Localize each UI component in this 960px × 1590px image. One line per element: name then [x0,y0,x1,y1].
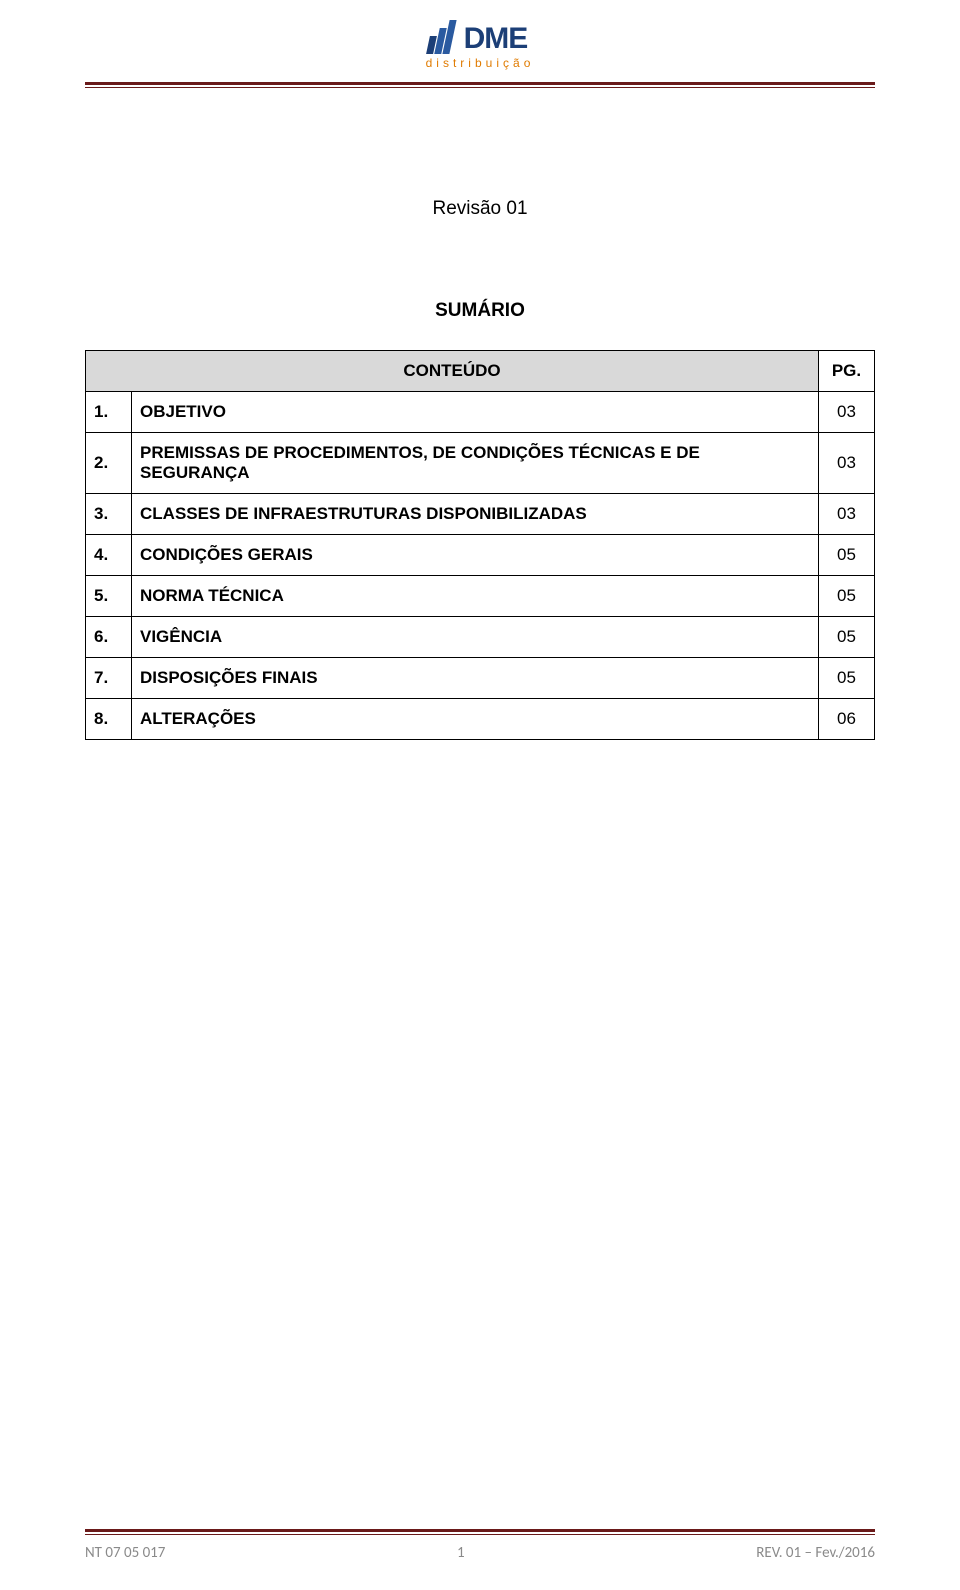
toc-row: 4. CONDIÇÕES GERAIS 05 [86,535,875,576]
toc-row-title: DISPOSIÇÕES FINAIS [132,658,819,699]
toc-row-title: OBJETIVO [132,392,819,433]
toc-row-title: CONDIÇÕES GERAIS [132,535,819,576]
document-page: DME distribuição Revisão 01 SUMÁRIO CONT… [0,0,960,1590]
toc-row-num: 5. [86,576,132,617]
dme-logo: DME distribuição [426,20,535,70]
page-footer: NT 07 05 017 1 REV. 01 – Fev./2016 [85,1544,875,1562]
logo-main-text: DME [464,24,528,54]
toc-row-title: NORMA TÉCNICA [132,576,819,617]
toc-row-pg: 03 [819,494,875,535]
logo-sub-text: distribuição [426,56,535,70]
toc-row-pg: 05 [819,576,875,617]
toc-row-pg: 03 [819,392,875,433]
footer-page-number: 1 [457,1544,465,1562]
toc-header-pg: PG. [819,351,875,392]
footer-left: NT 07 05 017 [85,1544,165,1562]
toc-row-pg: 06 [819,699,875,740]
toc-row: 6. VIGÊNCIA 05 [86,617,875,658]
toc-row-num: 4. [86,535,132,576]
header-logo-wrap: DME distribuição [85,20,875,72]
toc-row-num: 2. [86,433,132,494]
toc-row-num: 7. [86,658,132,699]
toc-row: 7. DISPOSIÇÕES FINAIS 05 [86,658,875,699]
logo-top-row: DME [426,20,535,54]
toc-row-num: 8. [86,699,132,740]
revision-label: Revisão 01 [85,198,875,220]
toc-row-pg: 05 [819,658,875,699]
toc-row-pg: 03 [819,433,875,494]
toc-row-pg: 05 [819,617,875,658]
toc-row: 1. OBJETIVO 03 [86,392,875,433]
toc-header-content: CONTEÚDO [86,351,819,392]
toc-row-title: PREMISSAS DE PROCEDIMENTOS, DE CONDIÇÕES… [132,433,819,494]
toc-header-row: CONTEÚDO PG. [86,351,875,392]
toc-row-title: ALTERAÇÕES [132,699,819,740]
toc-row-pg: 05 [819,535,875,576]
toc-row: 3. CLASSES DE INFRAESTRUTURAS DISPONIBIL… [86,494,875,535]
footer-rule [85,1529,875,1535]
logo-bars-icon [426,20,458,54]
toc-row-num: 1. [86,392,132,433]
toc-row: 2. PREMISSAS DE PROCEDIMENTOS, DE CONDIÇ… [86,433,875,494]
header-rule [85,82,875,88]
toc-row: 8. ALTERAÇÕES 06 [86,699,875,740]
toc-row-title: VIGÊNCIA [132,617,819,658]
toc-row-title: CLASSES DE INFRAESTRUTURAS DISPONIBILIZA… [132,494,819,535]
toc-table: CONTEÚDO PG. 1. OBJETIVO 03 2. PREMISSAS… [85,350,875,740]
toc-row-num: 3. [86,494,132,535]
summary-title: SUMÁRIO [85,300,875,322]
footer-right: REV. 01 – Fev./2016 [756,1544,875,1562]
toc-row-num: 6. [86,617,132,658]
toc-row: 5. NORMA TÉCNICA 05 [86,576,875,617]
